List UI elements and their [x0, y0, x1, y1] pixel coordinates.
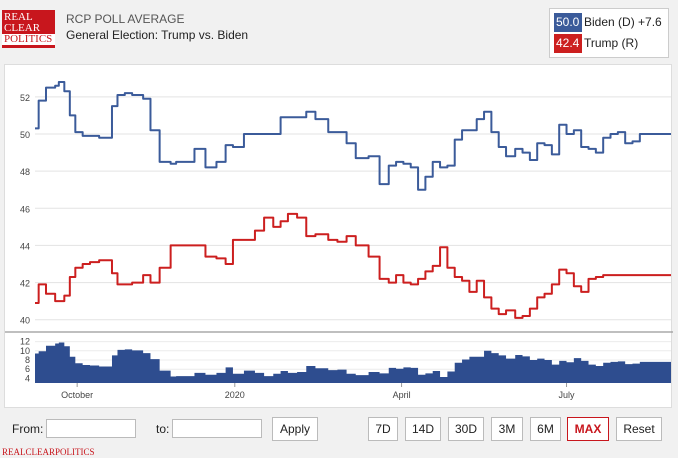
chart-title: RCP POLL AVERAGE — [66, 12, 185, 26]
range-14d-button[interactable]: 14D — [405, 417, 441, 441]
to-label: to: — [156, 422, 170, 436]
series-line-biden — [35, 81, 671, 191]
y-tick-spread-8: 8 — [25, 355, 30, 365]
series-line-trump — [35, 212, 671, 319]
y-tick-main-40: 40 — [20, 316, 30, 326]
range-30d-button[interactable]: 30D — [448, 417, 484, 441]
range-max-button[interactable]: MAX — [567, 417, 609, 441]
y-tick-main-46: 46 — [20, 204, 30, 214]
y-tick-spread-6: 6 — [25, 364, 30, 374]
x-tick-label-3: July — [559, 390, 576, 400]
chart-header: REAL CLEAR POLITICS RCP POLL AVERAGE Gen… — [0, 0, 678, 62]
y-tick-main-52: 52 — [20, 93, 30, 103]
y-tick-main-50: 50 — [20, 130, 30, 140]
logo-line-1: REAL — [4, 11, 33, 23]
from-date-input[interactable] — [46, 419, 136, 438]
y-tick-main-42: 42 — [20, 279, 30, 289]
to-date-input[interactable] — [172, 419, 262, 438]
x-tick-label-1: 2020 — [225, 390, 245, 400]
reset-button[interactable]: Reset — [616, 417, 662, 441]
chart-area: 40 42 44 46 48 50 52 4 6 8 10 12 October 2020 April Jul… — [4, 64, 673, 408]
y-tick-main-48: 48 — [20, 167, 30, 177]
logo-line-3: POLITICS — [2, 34, 55, 45]
range-3m-button[interactable]: 3M — [491, 417, 523, 441]
chart-subtitle: General Election: Trump vs. Biden — [66, 28, 249, 42]
y-tick-spread-4: 4 — [25, 373, 30, 383]
y-tick-spread-12: 12 — [20, 337, 30, 347]
spread-area — [35, 342, 671, 383]
legend-value-biden: 50.0 — [554, 13, 582, 32]
legend-label-trump: Trump (R) — [584, 36, 639, 50]
rcp-logo: REAL CLEAR POLITICS — [2, 10, 55, 48]
footer-credit: REALCLEARPOLITICS — [2, 447, 95, 457]
legend-item-trump[interactable]: 42.4 Trump (R) — [554, 34, 666, 53]
legend-label-biden: Biden (D) +7.6 — [584, 15, 662, 29]
y-tick-spread-10: 10 — [20, 346, 30, 356]
legend: 50.0 Biden (D) +7.6 42.4 Trump (R) — [549, 8, 669, 58]
legend-value-trump: 42.4 — [554, 34, 582, 53]
x-tick-label-2: April — [393, 390, 411, 400]
logo-line-2: CLEAR — [4, 22, 41, 34]
legend-item-biden[interactable]: 50.0 Biden (D) +7.6 — [554, 13, 666, 32]
range-6m-button[interactable]: 6M — [530, 417, 561, 441]
apply-button[interactable]: Apply — [272, 417, 318, 441]
from-label: From: — [12, 422, 44, 436]
x-tick-label-0: October — [61, 390, 93, 400]
range-toolbar: From: to: Apply 7D 14D 30D 3M 6M MAX Res… — [0, 412, 678, 446]
range-7d-button[interactable]: 7D — [368, 417, 398, 441]
y-tick-main-44: 44 — [20, 241, 30, 251]
